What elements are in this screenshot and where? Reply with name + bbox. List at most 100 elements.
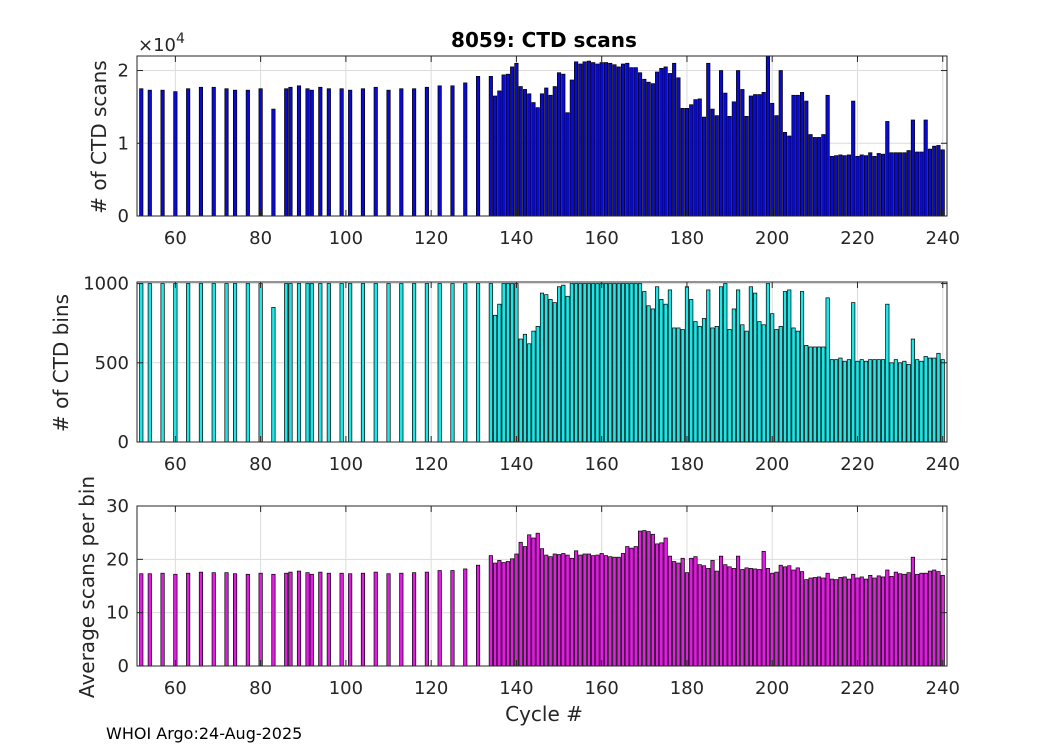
axes-box bbox=[136, 55, 948, 217]
bar bbox=[548, 94, 553, 217]
bar bbox=[233, 573, 238, 667]
bar bbox=[684, 286, 689, 443]
bar bbox=[808, 346, 813, 443]
bar bbox=[629, 283, 634, 443]
x-tick-label: 140 bbox=[499, 228, 533, 249]
bar bbox=[795, 567, 800, 667]
x-tick-label: 100 bbox=[329, 454, 363, 475]
bar bbox=[872, 156, 877, 217]
bar bbox=[863, 360, 869, 443]
bar bbox=[748, 286, 753, 443]
bar bbox=[714, 570, 719, 667]
bar bbox=[586, 283, 591, 443]
bar bbox=[505, 561, 510, 667]
bar bbox=[795, 94, 800, 217]
bar bbox=[233, 89, 238, 217]
bar bbox=[348, 573, 353, 667]
bar bbox=[787, 565, 792, 667]
bar bbox=[693, 99, 698, 217]
bar bbox=[821, 134, 826, 217]
bar bbox=[348, 89, 353, 217]
bar bbox=[868, 574, 873, 667]
bar bbox=[373, 86, 378, 217]
exponent-base: ×10 bbox=[138, 35, 176, 56]
bar bbox=[565, 112, 570, 217]
bar bbox=[710, 108, 715, 217]
bar bbox=[846, 154, 851, 217]
bar bbox=[326, 283, 331, 443]
bar bbox=[510, 558, 515, 667]
x-tick-label: 240 bbox=[926, 454, 960, 475]
bar bbox=[902, 152, 907, 217]
bar bbox=[603, 283, 608, 443]
bar bbox=[672, 62, 677, 217]
bar bbox=[706, 62, 711, 217]
bar bbox=[497, 560, 502, 667]
y-axis-label-bins: # of CTD bins bbox=[49, 294, 73, 432]
bar bbox=[424, 86, 429, 217]
y-axis-label-scans: # of CTD scans bbox=[87, 60, 111, 213]
bar bbox=[731, 568, 736, 667]
bar bbox=[714, 326, 719, 443]
bar bbox=[360, 88, 365, 217]
bar bbox=[825, 297, 830, 443]
bar bbox=[659, 299, 664, 443]
bar bbox=[305, 572, 310, 667]
bar bbox=[676, 327, 681, 443]
bar bbox=[625, 62, 630, 217]
x-tick-label: 140 bbox=[499, 454, 533, 475]
bar bbox=[650, 533, 655, 667]
bar bbox=[799, 92, 805, 217]
bar bbox=[245, 573, 250, 667]
bar bbox=[838, 154, 843, 217]
bar bbox=[518, 86, 523, 217]
bar bbox=[876, 575, 881, 667]
bar bbox=[927, 570, 932, 667]
bar bbox=[531, 537, 536, 667]
x-axis-label: Cycle # bbox=[505, 702, 583, 726]
bar bbox=[582, 61, 587, 217]
bar bbox=[723, 92, 728, 217]
bar bbox=[723, 564, 728, 667]
bar bbox=[612, 64, 617, 217]
bar bbox=[787, 135, 792, 217]
bar bbox=[748, 95, 753, 217]
bar bbox=[501, 74, 506, 217]
bar bbox=[637, 72, 643, 217]
bar bbox=[697, 326, 702, 443]
bar bbox=[339, 283, 344, 443]
bar bbox=[701, 565, 707, 667]
bar bbox=[774, 329, 779, 443]
bar bbox=[885, 303, 890, 443]
bar bbox=[399, 88, 404, 217]
bar bbox=[309, 283, 314, 443]
bar bbox=[296, 570, 302, 667]
bar bbox=[889, 576, 894, 667]
bar bbox=[748, 568, 753, 667]
bar bbox=[561, 553, 566, 667]
bar bbox=[736, 289, 741, 443]
bar bbox=[493, 95, 498, 217]
bar bbox=[373, 571, 378, 667]
bar bbox=[514, 283, 519, 443]
bar bbox=[633, 283, 638, 443]
bar bbox=[667, 289, 672, 443]
bar bbox=[910, 119, 915, 217]
bar bbox=[186, 283, 191, 443]
bar bbox=[906, 364, 911, 443]
bar bbox=[258, 283, 263, 443]
bar bbox=[488, 283, 493, 443]
bar bbox=[902, 573, 907, 667]
bar bbox=[655, 71, 660, 217]
bar bbox=[701, 116, 707, 217]
bar bbox=[736, 555, 741, 667]
bar bbox=[544, 294, 549, 443]
bar bbox=[233, 283, 238, 443]
bar bbox=[906, 150, 911, 217]
bar bbox=[399, 283, 404, 443]
bar bbox=[650, 308, 655, 443]
bar bbox=[186, 88, 191, 217]
bar bbox=[139, 88, 144, 217]
bar bbox=[586, 553, 591, 667]
bar bbox=[829, 156, 834, 217]
